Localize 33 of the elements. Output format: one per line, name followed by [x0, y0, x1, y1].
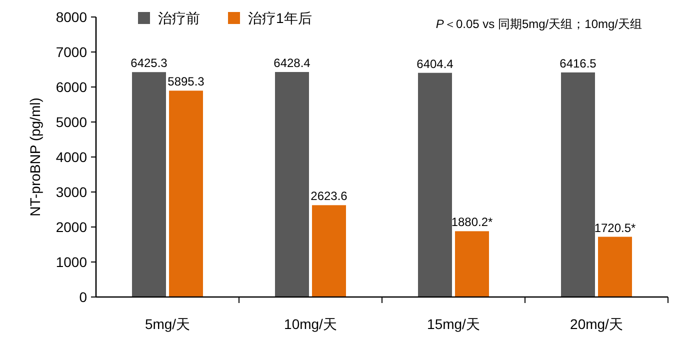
- x-tick-label: 15mg/天: [427, 316, 480, 332]
- data-label: 1720.5*: [594, 220, 636, 235]
- y-tick-label: 4000: [56, 149, 88, 165]
- y-tick-label: 7000: [56, 44, 88, 60]
- bar: [418, 72, 452, 297]
- bar: [561, 72, 595, 297]
- y-tick-label: 2000: [56, 219, 88, 235]
- data-label: 6425.3: [130, 56, 168, 70]
- bar: [312, 205, 346, 297]
- bar: [132, 72, 166, 297]
- y-axis-title: NT-proBNP (pg/ml): [27, 98, 43, 216]
- y-tick-label: 8000: [56, 9, 88, 25]
- bar: [455, 231, 489, 297]
- data-label: 5895.3: [168, 74, 205, 89]
- data-label: 2623.6: [310, 189, 348, 204]
- y-tick-label: 3000: [56, 184, 88, 200]
- bar: [169, 90, 203, 297]
- x-tick-label: 10mg/天: [284, 316, 337, 332]
- y-tick-label: 1000: [56, 254, 88, 270]
- data-label: 6404.4: [416, 56, 454, 71]
- data-label: 6428.4: [274, 56, 311, 70]
- data-label: 1880.2*: [451, 215, 494, 230]
- y-tick-label: 5000: [56, 114, 88, 130]
- bar: [598, 236, 632, 297]
- x-tick-label: 20mg/天: [570, 316, 623, 332]
- legend-label: 治疗1年后: [248, 10, 312, 26]
- y-tick-label: 0: [79, 289, 88, 305]
- y-tick-label: 6000: [56, 79, 88, 95]
- annotation: P＜0.05 vs 同期5mg/天组；10mg/天组: [436, 17, 642, 31]
- legend-label: 治疗前: [158, 10, 200, 26]
- data-label: 6416.5: [560, 56, 597, 70]
- bar: [275, 72, 309, 297]
- x-tick-label: 5mg/天: [144, 316, 190, 332]
